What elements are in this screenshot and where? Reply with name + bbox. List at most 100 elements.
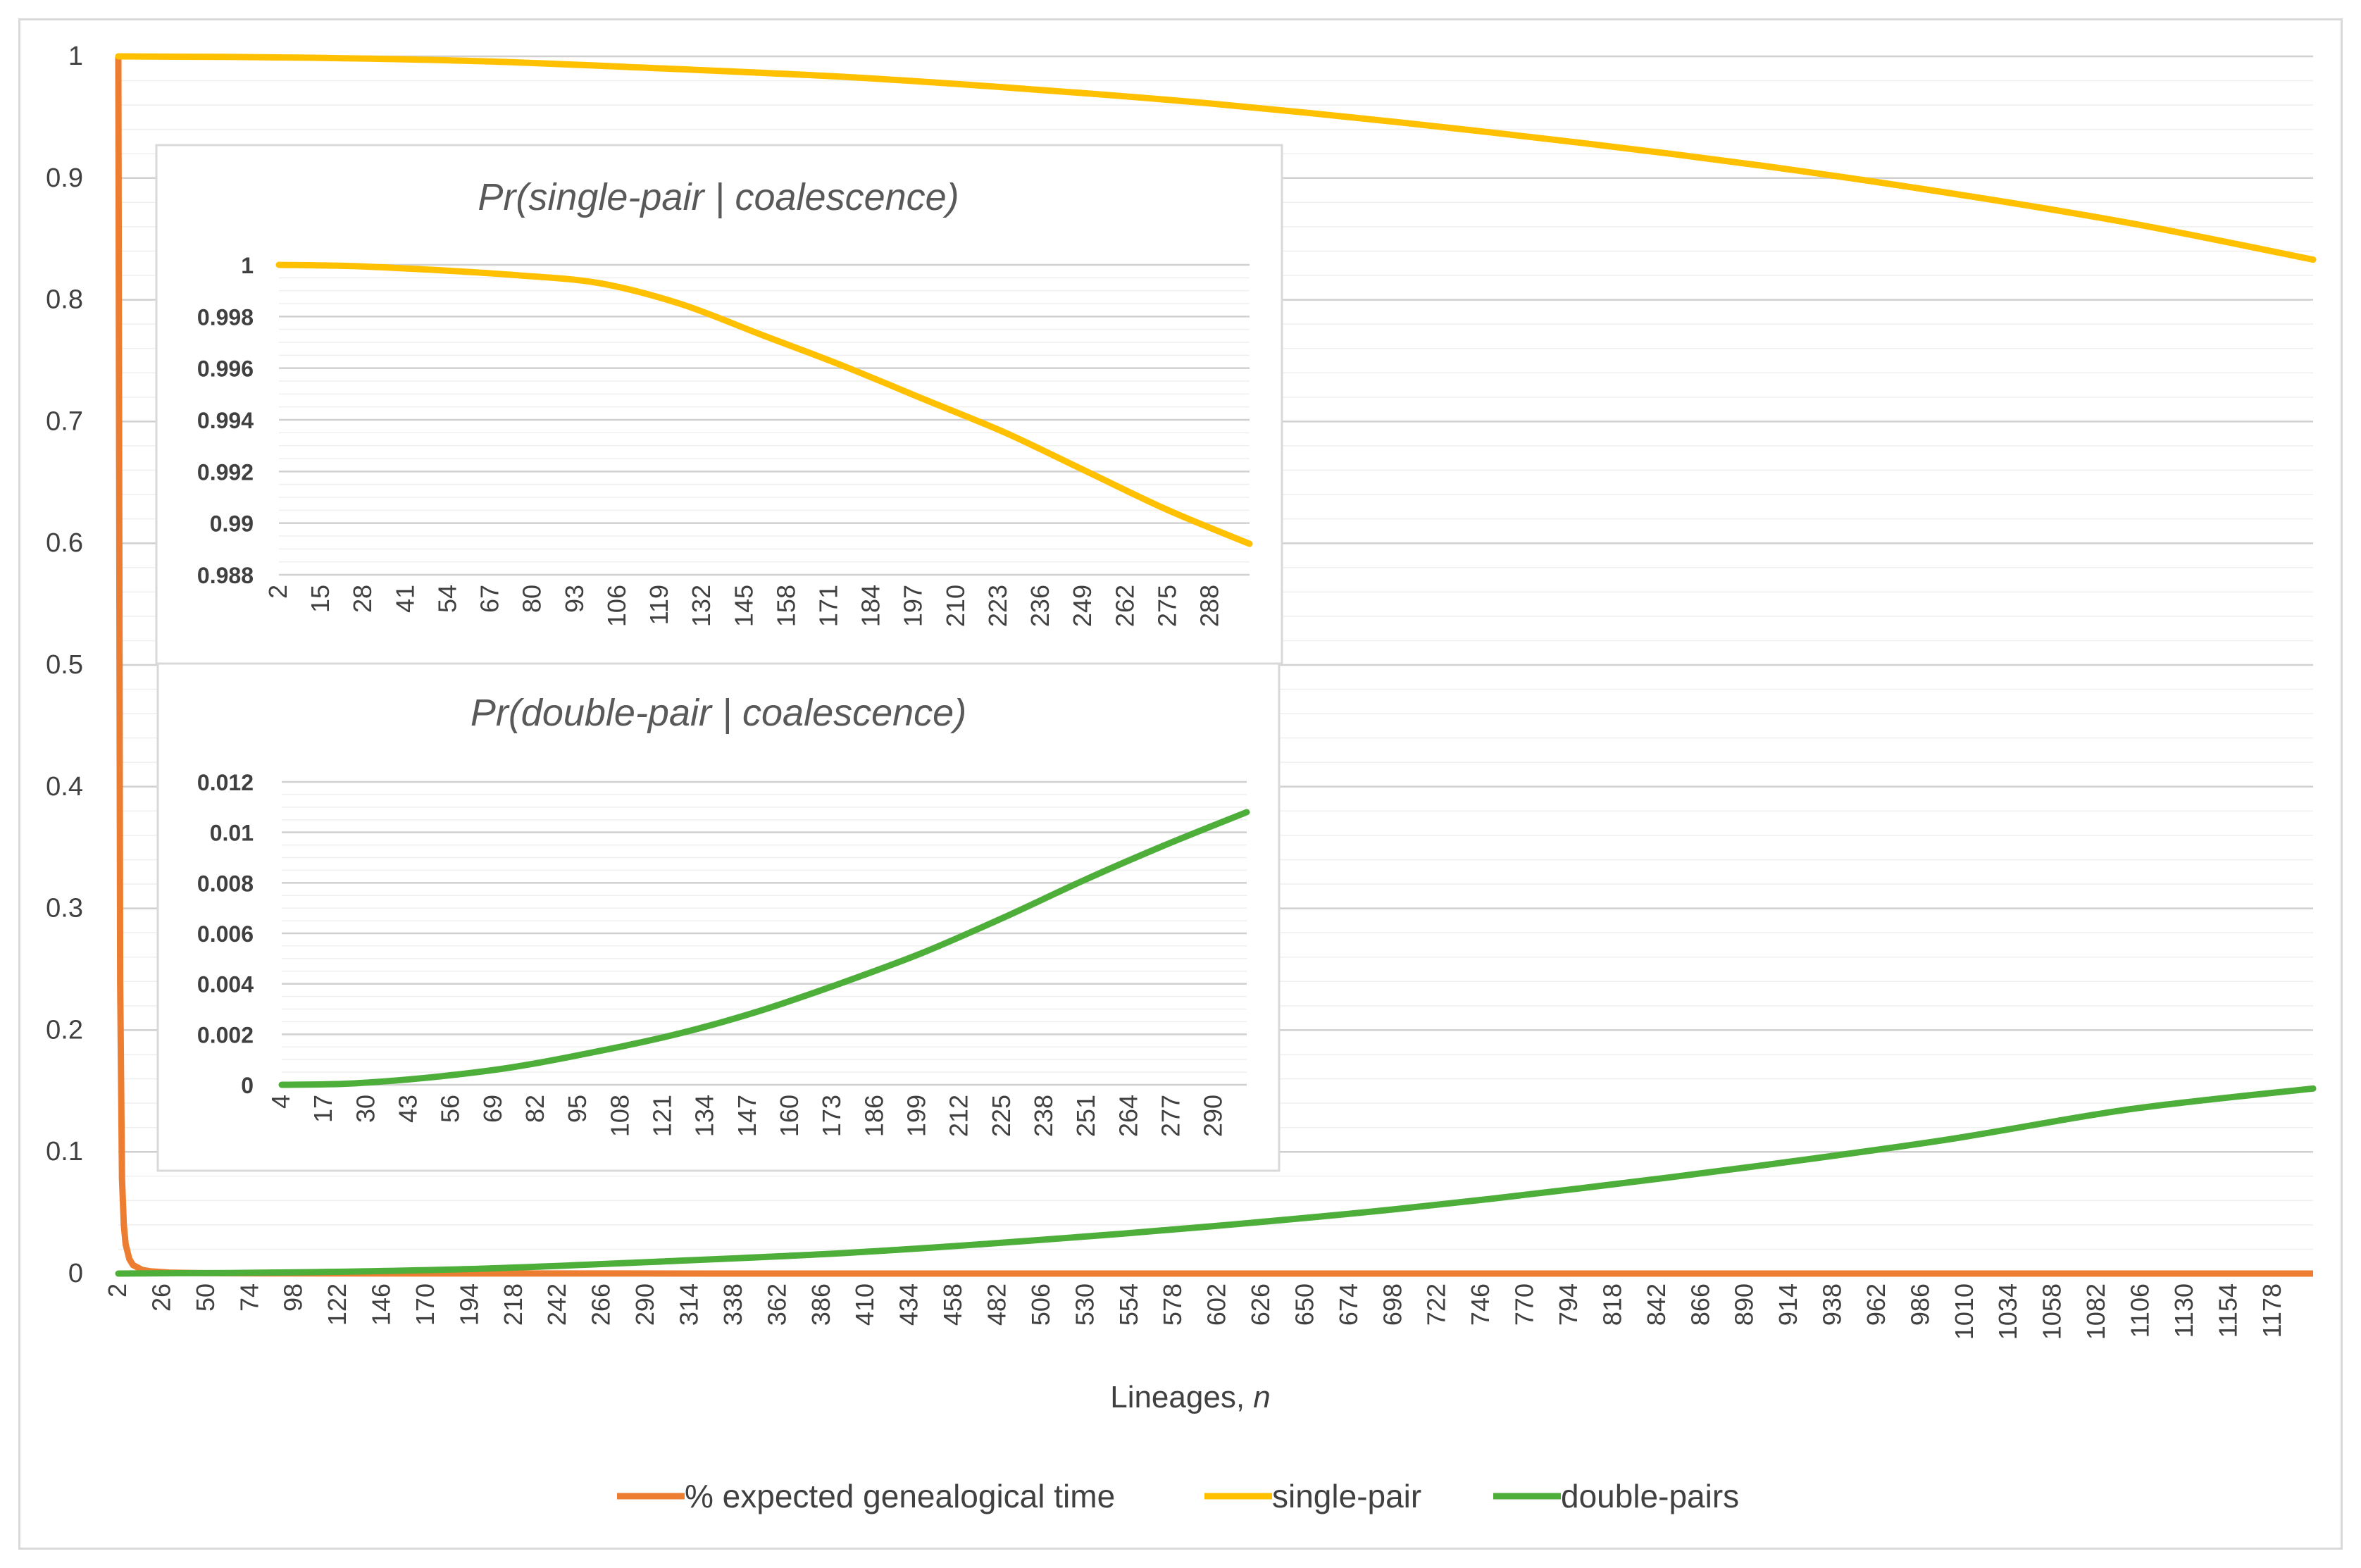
- main-x-tick-label: 146: [367, 1283, 396, 1326]
- main-x-tick-label: 794: [1554, 1283, 1583, 1326]
- inset-single-pair-x-tick-label: 171: [814, 585, 842, 627]
- main-x-tick-labels: 2 26 50 74 98 122 146 170 194 218 242 266 290 314 338 3…: [103, 1283, 2286, 1340]
- inset-single-pair-x-tick-label: 236: [1026, 585, 1054, 627]
- inset-double-pair-gridlines: [282, 780, 1247, 1086]
- main-x-tick-label: 1106: [2126, 1283, 2155, 1338]
- main-series-line-genealogical-time: [115, 56, 2313, 1277]
- inset-single-pair-series-line-0: [275, 261, 1253, 547]
- legend-label-genealogical-time: % expected genealogical time: [685, 1478, 1115, 1514]
- main-x-tick-label: 50: [191, 1283, 220, 1312]
- inset-double-pair-x-tick-label: 56: [436, 1095, 465, 1123]
- inset-single-pair-x-tick-label: 106: [602, 585, 631, 627]
- inset-single-pair-y-tick-label: 0.992: [197, 459, 254, 485]
- main-series-line-1: [115, 1085, 2317, 1277]
- main-x-tick-label: 170: [411, 1283, 440, 1326]
- inset-double-pair-x-tick-label: 238: [1029, 1095, 1058, 1137]
- main-x-tick-label: 746: [1466, 1283, 1495, 1326]
- main-x-tick-label: 962: [1862, 1283, 1890, 1326]
- inset-single-pair-y-tick-label: 0.994: [197, 408, 254, 433]
- inset-double-pair-y-tick-label: 0.008: [197, 871, 254, 896]
- main-x-tick-label: 2: [103, 1283, 132, 1298]
- inset-single-pair-gridlines: [279, 263, 1250, 576]
- inset-single-pair-x-tick-label: 119: [644, 585, 673, 625]
- inset-single-pair-y-tick-label: 1: [241, 253, 254, 278]
- inset-single-pair-y-tick-label: 0.99: [210, 511, 254, 537]
- inset-double-pair-x-tick-label: 186: [859, 1095, 888, 1137]
- inset-double-pair-series: [278, 809, 1250, 1088]
- inset-double-pair-x-tick-label: 69: [478, 1095, 507, 1123]
- inset-double-pair-x-tick-label: 43: [394, 1095, 423, 1123]
- inset-double-pair-y-tick-label: 0.006: [197, 921, 254, 947]
- inset-double-pair-x-tick-label: 4: [266, 1095, 295, 1109]
- inset-double-pair-x-tick-label: 108: [605, 1095, 634, 1137]
- inset-double-pair-y-tick-label: 0: [241, 1073, 254, 1098]
- main-x-tick-label: 434: [895, 1283, 923, 1326]
- main-x-tick-label: 1154: [2213, 1283, 2242, 1338]
- inset-single-pair-x-tick-label: 28: [348, 585, 377, 613]
- inset-double-pair-y-tick-label: 0.01: [210, 821, 254, 846]
- main-y-tick-label: 0.5: [46, 650, 83, 680]
- main-x-tick-label: 938: [1818, 1283, 1847, 1326]
- main-x-tick-label: 314: [675, 1283, 704, 1326]
- main-y-tick-label: 0.6: [46, 528, 83, 558]
- main-x-tick-label: 266: [587, 1283, 616, 1326]
- inset-single-pair-x-tick-label: 262: [1110, 585, 1139, 627]
- main-x-tick-label: 674: [1334, 1283, 1363, 1326]
- legend: % expected genealogical time single-pair…: [617, 1478, 1739, 1514]
- inset-double-pair-x-tick-label: 225: [987, 1095, 1016, 1137]
- main-x-tick-label: 74: [235, 1283, 263, 1312]
- inset-double-pair-x-tick-label: 30: [351, 1095, 380, 1123]
- main-x-tick-label: 194: [454, 1283, 483, 1326]
- inset-double-pair-x-tick-label: 199: [902, 1095, 931, 1137]
- main-y-tick-label: 0: [68, 1259, 83, 1288]
- inset-single-pair-x-tick-label: 2: [263, 585, 292, 599]
- inset-single-pair-x-tick-label: 197: [899, 585, 928, 627]
- main-x-tick-label: 842: [1642, 1283, 1671, 1326]
- x-axis-title: Lineages, n: [1110, 1380, 1271, 1414]
- main-x-tick-label: 650: [1290, 1283, 1319, 1326]
- inset-single-pair-y-tick-label: 0.998: [197, 304, 254, 330]
- main-x-tick-label: 410: [850, 1283, 879, 1326]
- main-x-tick-label: 122: [323, 1283, 351, 1326]
- main-x-tick-label: 626: [1246, 1283, 1275, 1326]
- main-x-tick-label: 1082: [2081, 1283, 2110, 1340]
- main-x-tick-label: 602: [1202, 1283, 1231, 1326]
- inset-single-pair-x-tick-label: 275: [1152, 585, 1181, 627]
- inset-single-pair-x-tick-label: 80: [518, 585, 547, 613]
- main-x-tick-label: 506: [1026, 1283, 1055, 1326]
- main-x-tick-label: 554: [1114, 1283, 1143, 1326]
- main-series: [115, 53, 2317, 1277]
- inset-double-pair-x-tick-label: 290: [1199, 1095, 1228, 1137]
- inset-single-pair-x-tick-label: 210: [941, 585, 970, 627]
- inset-single-pair-x-tick-label: 67: [475, 585, 504, 613]
- inset-single-pair-x-tick-label: 249: [1068, 585, 1097, 627]
- inset-double-pair-x-tick-label: 160: [775, 1095, 804, 1137]
- main-x-tick-label: 530: [1070, 1283, 1099, 1326]
- main-x-tick-label: 458: [938, 1283, 967, 1326]
- inset-double-pair-y-tick-label: 0.012: [197, 770, 254, 795]
- inset-single-pair-x-tick-label: 145: [729, 585, 758, 627]
- inset-single-pair-x-tick-labels: 2 15 28 41 54 67 80 93 106 119 132 145 158 171 184 197 2…: [263, 585, 1224, 627]
- main-x-tick-label: 890: [1730, 1283, 1759, 1326]
- inset-single-pair-x-tick-label: 41: [390, 585, 419, 613]
- inset-double-pair-y-tick-label: 0.002: [197, 1022, 254, 1047]
- main-x-tick-label: 1034: [1993, 1283, 2022, 1340]
- inset-single-pair-title: Pr(single-pair | coalescence): [478, 176, 959, 218]
- main-y-tick-label: 0.2: [46, 1015, 83, 1045]
- main-x-tick-label: 1178: [2257, 1283, 2286, 1338]
- inset-single-pair-x-tick-label: 132: [687, 585, 716, 627]
- main-y-tick-label: 0.4: [46, 772, 83, 802]
- inset-single-pair-x-tick-label: 223: [983, 585, 1012, 627]
- main-y-tick-label: 0.8: [46, 285, 83, 315]
- inset-single-pair-x-tick-label: 54: [432, 585, 461, 613]
- main-x-tick-label: 1130: [2169, 1283, 2198, 1338]
- main-x-tick-label: 914: [1774, 1283, 1802, 1326]
- main-x-tick-label: 866: [1686, 1283, 1714, 1326]
- main-x-tick-label: 698: [1378, 1283, 1407, 1326]
- main-x-tick-label: 242: [542, 1283, 571, 1326]
- main-y-tick-label: 1: [68, 42, 83, 71]
- inset-single-pair-series: [275, 261, 1253, 547]
- main-x-tick-label: 1058: [2038, 1283, 2067, 1340]
- main-series-line-0: [115, 53, 2317, 263]
- inset-double-pair-x-tick-label: 277: [1157, 1095, 1185, 1137]
